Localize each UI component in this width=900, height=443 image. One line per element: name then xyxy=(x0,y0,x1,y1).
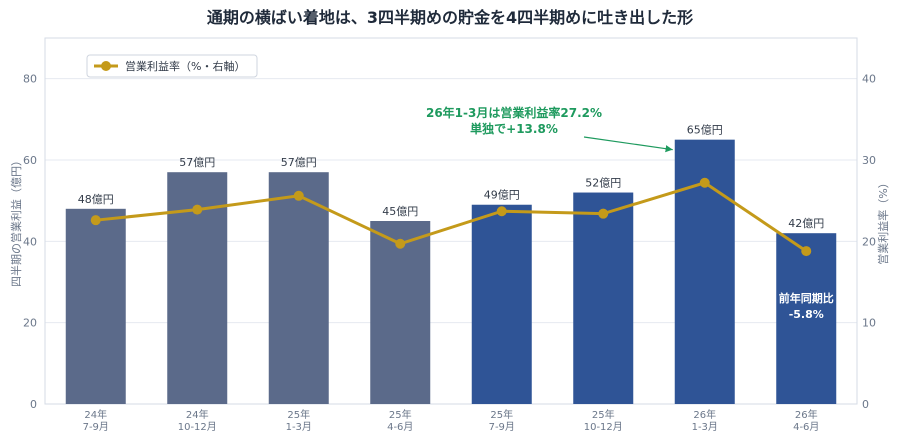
margin-point xyxy=(699,177,710,188)
x-tick-label: 26年 4-6月 xyxy=(793,408,819,433)
y2-tick-label: 0 xyxy=(862,398,869,411)
legend-box xyxy=(86,54,258,78)
y-axis-label: 四半期の営業利益（億円） xyxy=(9,155,23,287)
y2-tick-label: 10 xyxy=(862,317,876,330)
margin-point xyxy=(801,246,812,257)
legend-entry: 営業利益率（%・右軸） xyxy=(125,59,245,73)
legend-marker xyxy=(101,61,111,71)
grid xyxy=(45,78,857,405)
line-series xyxy=(90,177,812,257)
bar-value-label: 65億円 xyxy=(687,124,723,137)
y2-tick-label: 40 xyxy=(862,73,876,86)
bar-value-label: 57億円 xyxy=(179,156,215,169)
annotations: 26年1-3月は営業利益率27.2%単独で+13.8% 前年同期比-5.8% xyxy=(426,105,834,321)
legend: 営業利益率（%・右軸） xyxy=(86,54,258,78)
bar-value-label: 45億円 xyxy=(382,205,418,218)
callout-text: 26年1-3月は営業利益率27.2%単独で+13.8% xyxy=(426,105,602,136)
x-tick-label: 24年 10-12月 xyxy=(178,408,217,433)
bar xyxy=(268,172,329,404)
callout-arrow xyxy=(583,136,673,153)
bar xyxy=(573,192,634,404)
bar-value-label: 49億円 xyxy=(484,189,520,202)
margin-point xyxy=(598,208,609,219)
yoy-note: 前年同期比-5.8% xyxy=(779,291,834,321)
x-tick-label: 25年 4-6月 xyxy=(387,408,413,433)
y2-axis-label: 営業利益率（%） xyxy=(876,177,890,264)
y2-tick-label: 20 xyxy=(862,235,876,248)
x-tick-label: 24年 7-9月 xyxy=(83,408,109,433)
margin-point xyxy=(90,215,101,226)
y-tick-label: 80 xyxy=(23,73,37,86)
chart-title: 通期の横ばい着地は、3四半期めの貯金を4四半期めに吐き出した形 xyxy=(207,8,693,27)
x-tick-label: 25年 10-12月 xyxy=(584,408,623,433)
margin-point xyxy=(395,238,406,249)
margin-line xyxy=(95,181,808,253)
bar-value-label: 52億円 xyxy=(585,177,621,190)
y2-tick-label: 30 xyxy=(862,154,876,167)
x-axis: 24年 7-9月 24年 10-12月 25年 1-3月 25年 4-6月 25年 7-9月 25年… xyxy=(83,408,820,433)
bars xyxy=(65,139,837,404)
margin-point xyxy=(293,190,304,201)
margin-point xyxy=(192,204,203,215)
y-tick-label: 40 xyxy=(23,235,37,248)
bar-value-label: 48億円 xyxy=(78,193,114,206)
y-tick-label: 20 xyxy=(23,317,37,330)
bar xyxy=(370,221,431,404)
x-tick-label: 26年 1-3月 xyxy=(692,408,718,433)
bar xyxy=(471,204,532,404)
bar xyxy=(776,233,837,404)
y-axis-left: 0 20 40 60 80 xyxy=(23,73,37,411)
x-tick-label: 25年 1-3月 xyxy=(286,408,312,433)
y-tick-label: 60 xyxy=(23,154,37,167)
x-tick-label: 25年 7-9月 xyxy=(489,408,515,433)
y-tick-label: 0 xyxy=(30,398,37,411)
bar-labels: 48億円 57億円 57億円 45億円 49億円 52億円 65億円 42億円 xyxy=(78,124,825,231)
plot-frame xyxy=(44,37,858,405)
bar xyxy=(65,208,126,404)
margin-point xyxy=(496,206,507,217)
y-axis-right: 0 10 20 30 40 xyxy=(862,73,876,411)
bar-value-label: 42億円 xyxy=(788,217,824,230)
bar-value-label: 57億円 xyxy=(281,156,317,169)
